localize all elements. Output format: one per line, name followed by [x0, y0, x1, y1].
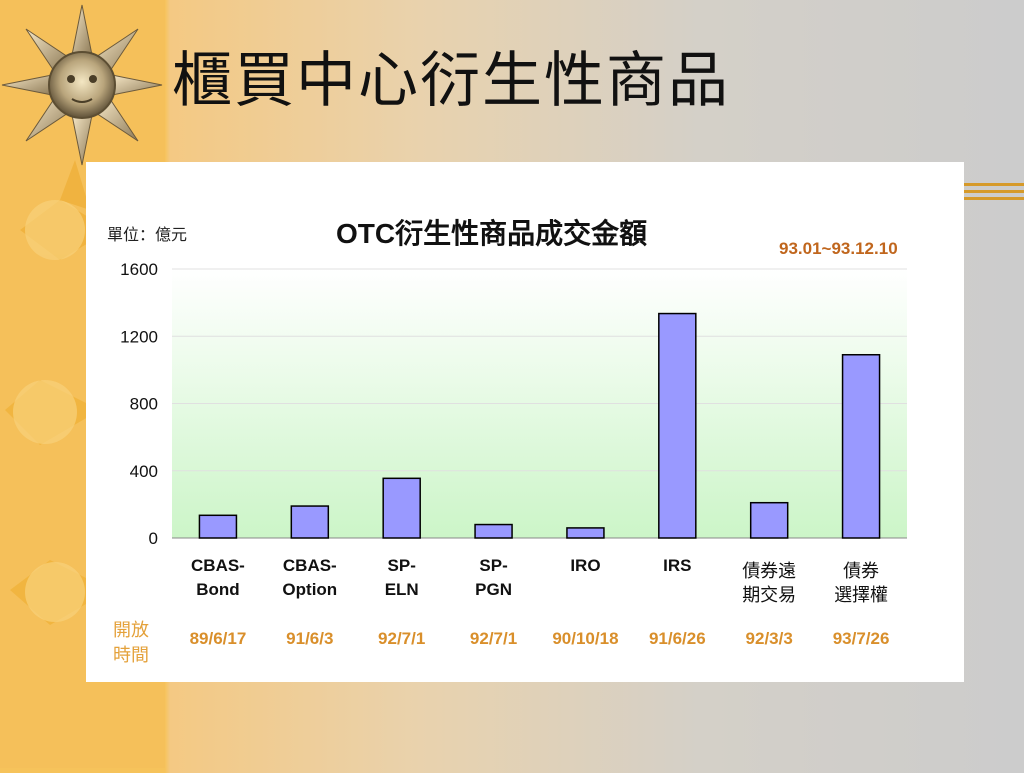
bar — [290, 505, 330, 539]
open-date-label: 91/6/3 — [286, 629, 334, 648]
bar — [658, 312, 697, 539]
bar — [841, 353, 881, 539]
x-category-label: IRS — [663, 556, 692, 575]
slide-title: 櫃買中心衍生性商品 — [172, 46, 730, 116]
bar — [566, 527, 605, 539]
sun-decoration-icon — [1, 4, 163, 625]
y-tick-label: 1200 — [120, 327, 158, 346]
x-category-label: 債券遠 期交易 — [742, 561, 797, 605]
unit-label: 單位：億元 — [107, 227, 188, 244]
period-label: 93.01~93.12.10 — [779, 239, 898, 258]
y-tick-label: 800 — [130, 395, 158, 414]
x-category-label: 債券 選擇權 — [834, 561, 889, 605]
x-category-label: SP- ELN — [384, 556, 419, 599]
bar-chart: 0 400 800 1200 1600 — [120, 260, 907, 548]
open-date-label: 89/6/17 — [189, 629, 247, 648]
chart-title: OTC衍生性商品成交金額 — [336, 218, 648, 249]
y-tick-label: 400 — [130, 462, 158, 481]
y-tick-label: 0 — [149, 529, 158, 548]
open-date-label: 90/10/18 — [552, 629, 619, 648]
x-category-label: CBAS- Option — [282, 556, 338, 599]
x-category-label: IRO — [570, 556, 601, 575]
bar — [749, 501, 789, 539]
bar — [198, 514, 238, 539]
open-date-label: 92/7/1 — [378, 629, 426, 648]
open-date-label: 91/6/26 — [648, 629, 706, 648]
open-date-label: 92/7/1 — [469, 629, 518, 648]
open-date-label: 93/7/26 — [832, 629, 890, 648]
x-category-label: SP- PGN — [475, 556, 512, 599]
decorative-stripes — [962, 183, 1024, 205]
open-date-label: 92/3/3 — [745, 629, 793, 648]
bar — [382, 477, 421, 539]
bar — [474, 523, 513, 539]
x-category-label: CBAS- Bond — [191, 556, 245, 599]
y-tick-label: 1600 — [120, 260, 158, 279]
open-time-label: 開放 時間 — [113, 620, 149, 665]
